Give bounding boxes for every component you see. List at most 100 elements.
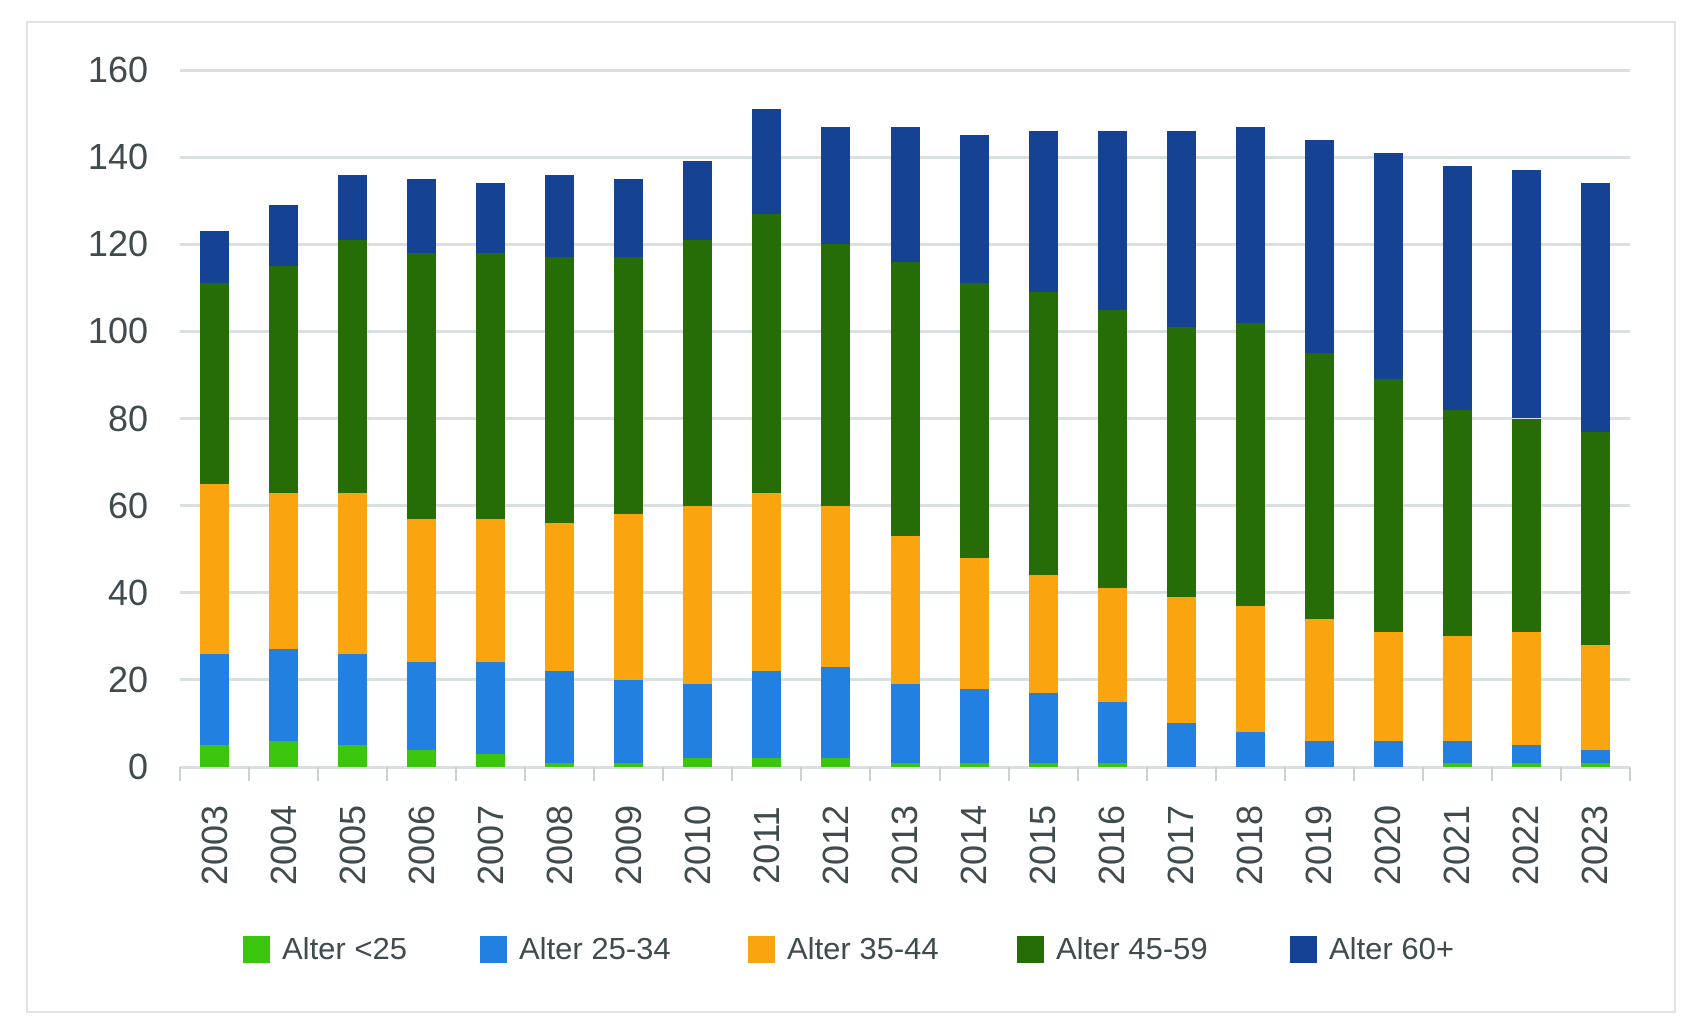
y-axis-tick-label: 100 bbox=[87, 310, 148, 352]
bar-segment bbox=[683, 684, 713, 759]
x-axis-tick-label: 2011 bbox=[745, 806, 787, 884]
legend-item: Alter 35-44 bbox=[748, 931, 939, 966]
bar-segment bbox=[476, 252, 506, 519]
legend-label: Alter 35-44 bbox=[787, 931, 939, 966]
legend-swatch-icon bbox=[1290, 935, 1317, 963]
legend-label: Alter 45-59 bbox=[1056, 931, 1208, 966]
bar-segment bbox=[1511, 170, 1541, 419]
bar-segment bbox=[821, 758, 851, 767]
bar-segment bbox=[1235, 322, 1265, 606]
y-axis-tick-label: 80 bbox=[107, 397, 148, 439]
axis-tick bbox=[1076, 767, 1079, 781]
legend-item: Alter 25-34 bbox=[480, 931, 671, 966]
axis-tick bbox=[1352, 767, 1355, 781]
x-axis-tick-label: 2016 bbox=[1091, 804, 1133, 886]
bar-segment bbox=[269, 649, 299, 741]
bar-segment bbox=[545, 257, 575, 524]
bar-segment bbox=[1166, 723, 1196, 767]
axis-tick bbox=[1629, 767, 1631, 781]
x-axis-tick-label: 2012 bbox=[814, 804, 856, 886]
bar-segment bbox=[1304, 353, 1334, 619]
bar-segment bbox=[683, 239, 713, 506]
bar-segment bbox=[890, 261, 920, 537]
bar-segment bbox=[1511, 745, 1541, 763]
bar-segment bbox=[1511, 418, 1541, 632]
gridline bbox=[180, 68, 1630, 72]
bar-segment bbox=[1097, 762, 1127, 767]
gridline bbox=[180, 765, 1630, 769]
axis-tick bbox=[869, 767, 872, 781]
bar-segment bbox=[683, 161, 713, 240]
bar-segment bbox=[200, 745, 230, 767]
bar-segment bbox=[614, 178, 644, 258]
axis-tick bbox=[1559, 767, 1562, 781]
axis-tick bbox=[1421, 767, 1424, 781]
legend-swatch-icon bbox=[748, 935, 775, 963]
bar-segment bbox=[959, 688, 989, 763]
bar-segment bbox=[200, 483, 230, 654]
bar-segment bbox=[1304, 740, 1334, 767]
bar-segment bbox=[1373, 631, 1403, 741]
x-axis-tick-label: 2004 bbox=[262, 804, 304, 886]
bar-segment bbox=[1304, 139, 1334, 354]
y-axis-tick-label: 0 bbox=[127, 746, 148, 787]
y-axis-tick-label: 120 bbox=[87, 223, 148, 265]
bar-segment bbox=[1373, 152, 1403, 380]
bar-segment bbox=[200, 231, 230, 284]
bar-segment bbox=[200, 283, 230, 484]
axis-tick bbox=[386, 767, 389, 781]
bar-segment bbox=[752, 109, 782, 214]
legend-label: Alter <25 bbox=[282, 931, 407, 966]
bar-segment bbox=[1028, 575, 1058, 693]
legend-item: Alter <25 bbox=[243, 931, 407, 966]
bar-segment bbox=[1580, 762, 1610, 767]
bar-segment bbox=[1442, 165, 1472, 410]
x-axis-tick-label: 2020 bbox=[1367, 804, 1409, 886]
y-axis-tick-label: 140 bbox=[87, 136, 148, 178]
x-axis-tick-label: 2013 bbox=[884, 804, 925, 886]
bar-segment bbox=[407, 749, 437, 767]
bar-segment bbox=[959, 557, 989, 689]
bar-segment bbox=[1235, 605, 1265, 733]
bar-segment bbox=[683, 505, 713, 685]
bar-segment bbox=[752, 758, 782, 767]
x-axis-tick-label: 2015 bbox=[1022, 804, 1064, 886]
axis-tick bbox=[593, 767, 596, 781]
x-axis-tick-label: 2014 bbox=[953, 804, 995, 886]
axis-tick bbox=[248, 767, 251, 781]
bar-segment bbox=[200, 653, 230, 746]
y-axis-tick-label: 60 bbox=[107, 484, 148, 526]
bar-segment bbox=[1166, 327, 1196, 598]
bar-segment bbox=[1097, 701, 1127, 763]
bar-segment bbox=[269, 205, 299, 267]
legend-swatch-icon bbox=[243, 935, 270, 963]
axis-tick bbox=[1007, 767, 1010, 781]
x-axis-tick-label: 2003 bbox=[193, 804, 235, 886]
bar-segment bbox=[1511, 631, 1541, 746]
legend-item: Alter 60+ bbox=[1290, 931, 1454, 966]
bar-segment bbox=[1097, 588, 1127, 702]
axis-tick bbox=[1490, 767, 1493, 781]
bar-segment bbox=[614, 257, 644, 515]
bar-segment bbox=[1028, 130, 1058, 293]
bar-segment bbox=[407, 252, 437, 519]
bar-segment bbox=[614, 514, 644, 680]
axis-tick bbox=[938, 767, 941, 781]
bar-segment bbox=[476, 662, 506, 754]
bar-segment bbox=[1442, 636, 1472, 741]
bar-segment bbox=[338, 745, 368, 767]
bar-segment bbox=[269, 740, 299, 767]
bar-segment bbox=[1580, 749, 1610, 763]
bar-segment bbox=[1442, 762, 1472, 767]
bar-segment bbox=[1580, 645, 1610, 750]
bar-segment bbox=[407, 178, 437, 253]
bar-segment bbox=[1235, 732, 1265, 767]
bar-segment bbox=[1097, 130, 1127, 310]
bar-segment bbox=[545, 523, 575, 672]
bar-segment bbox=[1442, 740, 1472, 763]
bar-segment bbox=[1166, 597, 1196, 724]
y-axis-tick-label: 40 bbox=[107, 571, 148, 613]
bar-segment bbox=[545, 762, 575, 767]
legend-swatch-icon bbox=[1017, 935, 1044, 963]
bar-segment bbox=[545, 671, 575, 763]
